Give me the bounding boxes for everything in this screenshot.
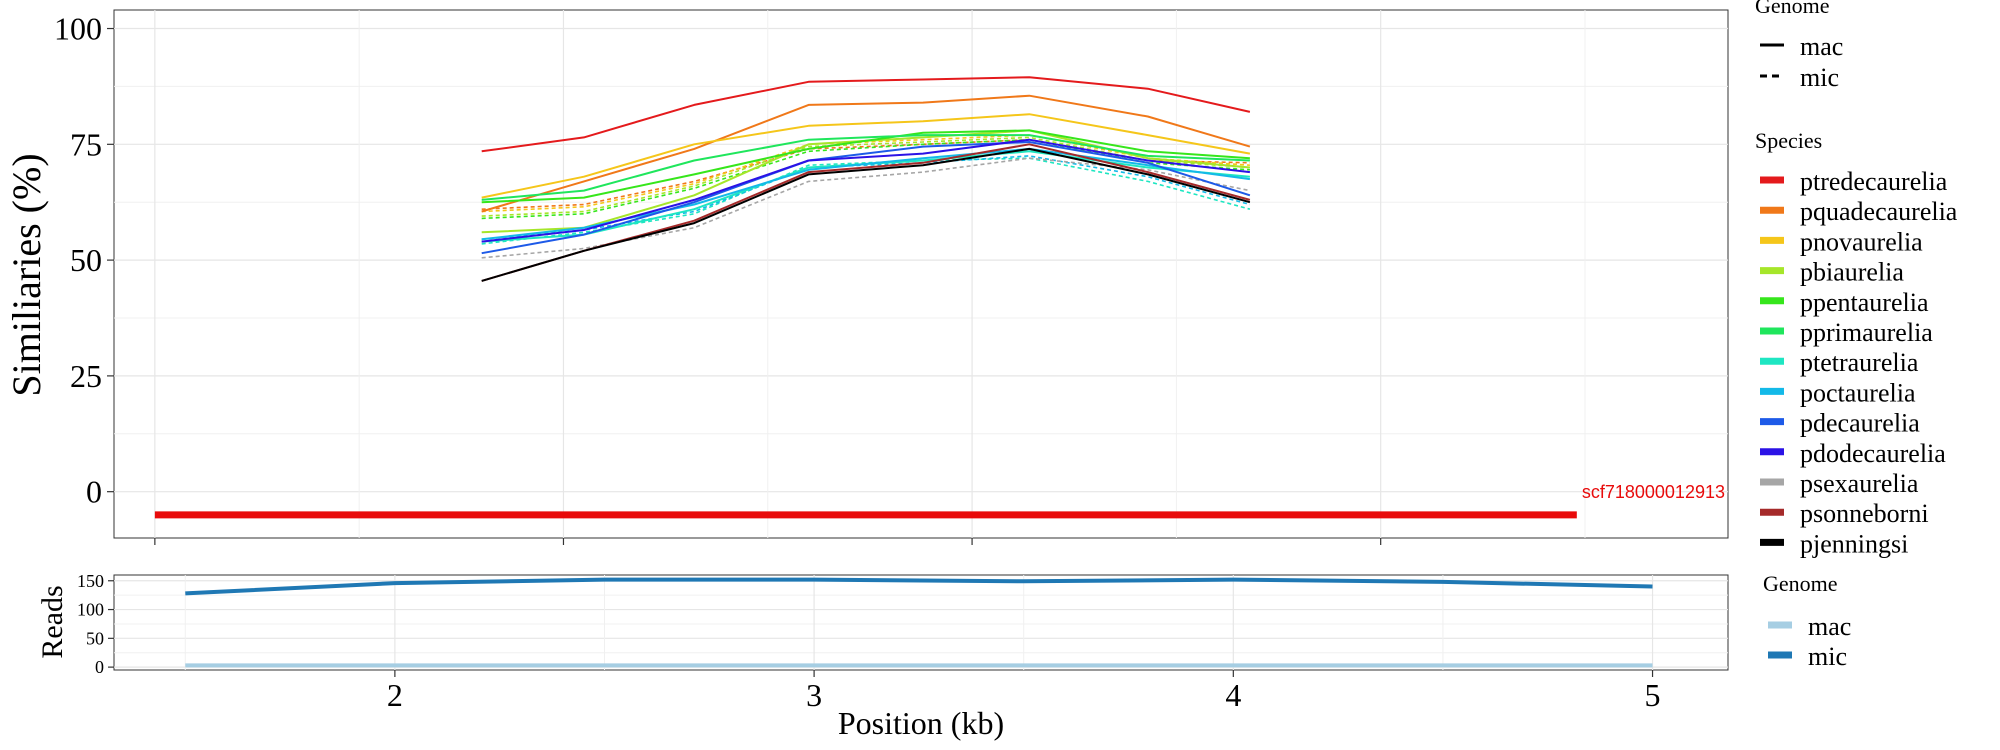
similarity-panel-frame: [113, 9, 1729, 539]
y-tick-label: 100: [77, 600, 104, 620]
y-tick-label: 0: [86, 474, 102, 510]
legend-label-psexaurelia: psexaurelia: [1800, 469, 1919, 498]
legend-label-pbiaurelia: pbiaurelia: [1800, 258, 1904, 287]
series-line-ppentaurelia-mac: [481, 129, 1250, 204]
legend-label-reads-mac: mac: [1808, 612, 1851, 641]
legend-species-items: ptredecaureliapquadecaureliapnovaureliap…: [1760, 167, 1958, 558]
legend-label-pdecaurelia: pdecaurelia: [1800, 409, 1920, 438]
y-tick-label: 150: [77, 571, 104, 591]
x-tick-label: 3: [806, 677, 822, 713]
similarity-series: [481, 76, 1251, 282]
x-tick-label: 5: [1645, 677, 1661, 713]
legend-species-title: Species: [1755, 128, 1822, 153]
reads-panel-frame: [113, 574, 1729, 671]
legend-label-mac: mac: [1800, 32, 1843, 61]
legend-label-pjenningsi: pjenningsi: [1800, 529, 1908, 558]
legend-label-pdodecaurelia: pdodecaurelia: [1800, 439, 1946, 468]
y-tick-label: 50: [86, 628, 104, 648]
reads-series: [185, 577, 1653, 668]
legend-label-poctaurelia: poctaurelia: [1800, 378, 1916, 407]
reads-line-mic: [185, 577, 1653, 596]
y-tick-label: 25: [70, 358, 102, 394]
legend-label-psonneborni: psonneborni: [1800, 499, 1929, 528]
legend-label-pquadecaurelia: pquadecaurelia: [1800, 197, 1958, 226]
x-tick-label: 2: [387, 677, 403, 713]
reads-panel: 0 50 100 150 2 3 4 5 Reads Position (kb): [36, 571, 1729, 741]
series-line-pdecaurelia-mac: [481, 141, 1251, 255]
reads-y-axis: 0 50 100 150: [77, 571, 114, 677]
y-tick-label: 100: [54, 11, 102, 47]
y-tick-label: 0: [95, 657, 104, 677]
y-tick-label: 50: [70, 242, 102, 278]
series-line-pnovaurelia-mic: [481, 134, 1250, 213]
legend-label-pnovaurelia: pnovaurelia: [1800, 227, 1923, 256]
x-axis-label: Position (kb): [838, 705, 1004, 741]
series-line-ppentaurelia-mic: [481, 138, 1250, 220]
series-line-pjenningsi-mac: [481, 147, 1251, 282]
series-line-pquadecaurelia-mic: [481, 138, 1250, 210]
legend-label-reads-mic: mic: [1808, 642, 1847, 671]
reads-y-label: Reads: [36, 585, 69, 658]
legend-label-ppentaurelia: ppentaurelia: [1800, 288, 1929, 317]
legend-label-pprimaurelia: pprimaurelia: [1800, 318, 1933, 347]
x-tick-label: 4: [1225, 677, 1241, 713]
legend-reads-genome-title: Genome: [1763, 571, 1838, 596]
series-line-pquadecaurelia-mac: [481, 94, 1251, 213]
series-line-poctaurelia-mic: [481, 155, 1251, 241]
legend-genome-title: Genome: [1755, 0, 1830, 18]
similarity-grid: [114, 10, 1728, 538]
legend-label-mic: mic: [1800, 63, 1839, 92]
contig-label: scf718000012913: [1582, 482, 1725, 502]
series-line-pnovaurelia-mac: [481, 113, 1251, 199]
reads-x-axis: 2 3 4 5: [387, 670, 1661, 713]
series-line-pprimaurelia-mac: [481, 134, 1250, 201]
similarity-y-axis: 0 25 50 75 100: [54, 11, 114, 510]
series-line-poctaurelia-mac: [481, 147, 1251, 241]
y-tick-label: 75: [70, 126, 102, 162]
similarity-y-label: Similiaries (%): [4, 153, 49, 396]
legend-label-ptetraurelia: ptetraurelia: [1800, 348, 1919, 377]
series-line-pdodecaurelia-mac: [481, 138, 1251, 243]
legend-label-ptredecaurelia: ptredecaurelia: [1800, 167, 1948, 196]
similarity-x-ticks: [154, 538, 1382, 545]
series-line-ptredecaurelia-mac: [481, 76, 1251, 153]
similarity-panel: 0 25 50 75 100 Similiaries (%) scf7180000129…: [4, 9, 1729, 545]
